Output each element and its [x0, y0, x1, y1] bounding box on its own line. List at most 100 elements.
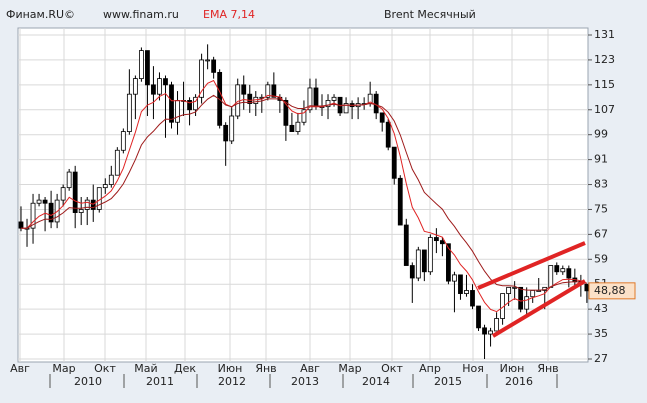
source: Финам.RU©	[6, 8, 75, 21]
candle-body	[265, 84, 271, 98]
year-label: 2010	[74, 375, 102, 388]
candle-body	[584, 283, 590, 292]
candle-body	[560, 268, 566, 273]
candle-body	[476, 305, 481, 329]
candle-body	[126, 93, 132, 132]
x-tick-label: Апр	[419, 362, 441, 375]
y-tick-label: 107	[594, 103, 615, 116]
y-tick-label: 131	[594, 28, 615, 41]
candle-body	[421, 249, 427, 273]
candle-body	[48, 202, 54, 223]
year-label: 2012	[218, 375, 246, 388]
candle-body	[536, 290, 542, 292]
candle-body	[464, 290, 469, 294]
candle-body	[84, 199, 90, 210]
candle-body	[199, 59, 205, 98]
candle-body	[157, 78, 162, 95]
candle-body	[138, 50, 144, 80]
candle-body	[193, 96, 198, 111]
x-tick-label: Июн	[218, 362, 243, 375]
x-tick-label: Май	[134, 362, 157, 375]
candle-body	[524, 296, 530, 310]
candle-body	[295, 121, 301, 132]
candle-body	[151, 84, 156, 95]
candle-body	[439, 240, 445, 245]
y-tick-label: 59	[594, 252, 608, 265]
candle-body	[235, 84, 241, 117]
candle-body	[72, 171, 78, 213]
candle-body	[223, 124, 229, 142]
candle-body	[120, 131, 126, 151]
candle-body	[566, 268, 572, 279]
candle-body	[66, 171, 72, 189]
candle-body	[331, 96, 337, 101]
x-tick-label: Июн	[500, 362, 525, 375]
candle-body	[494, 318, 499, 332]
x-tick-label: Авг	[10, 362, 30, 375]
x-tick-label: Мар	[338, 362, 361, 375]
y-tick-label: 27	[594, 352, 608, 365]
candle-body	[217, 71, 223, 126]
marks	[18, 44, 590, 359]
candle-body	[506, 286, 512, 294]
year-label: 2016	[505, 375, 533, 388]
x-tick-label: Янв	[537, 362, 558, 375]
indicator: EMA 7,14	[203, 8, 255, 21]
candle-body	[283, 100, 289, 126]
y-tick-label: 99	[594, 128, 608, 141]
candle-body	[548, 265, 554, 288]
candle-body	[554, 265, 560, 273]
candle-body	[518, 286, 524, 310]
last-price-label: 48,88	[594, 284, 626, 297]
x-tick-label: Дек	[174, 362, 196, 375]
candle-body	[343, 103, 349, 114]
candle-body	[211, 59, 217, 73]
candle-body	[301, 109, 307, 123]
candle-body	[307, 87, 313, 111]
trend-line	[477, 241, 586, 290]
candle-body	[403, 224, 409, 266]
x-tick-label: Окт	[94, 362, 116, 375]
year-label: 2015	[434, 375, 462, 388]
candle-body	[271, 84, 277, 98]
candle-body	[78, 209, 84, 213]
candle-body	[409, 265, 415, 279]
candle-body	[488, 330, 493, 335]
y-tick-label: 67	[594, 227, 608, 240]
candle-body	[114, 149, 120, 176]
x-tick-label: Ноя	[462, 362, 484, 375]
y-tick-label: 123	[594, 53, 615, 66]
candle-body	[385, 121, 391, 148]
site: www.finam.ru	[103, 8, 179, 21]
candle-body	[391, 146, 397, 179]
candle-body	[30, 202, 36, 229]
candle-body	[373, 93, 379, 114]
candle-body	[163, 78, 168, 86]
candle-body	[470, 290, 475, 307]
trend-line	[491, 279, 587, 338]
year-label: 2011	[146, 375, 174, 388]
candle-body	[433, 237, 439, 242]
y-tick-label: 115	[594, 78, 615, 91]
candle-body	[187, 100, 192, 111]
candle-body	[42, 199, 48, 204]
candle-body	[530, 290, 536, 298]
candle-body	[482, 327, 487, 335]
candle-body	[446, 243, 451, 282]
candle-body	[36, 199, 42, 204]
candle-body	[247, 93, 253, 104]
candle-body	[145, 50, 150, 86]
candle-body	[132, 78, 138, 95]
x-tick-label: Авг	[300, 362, 320, 375]
year-label: 2014	[362, 375, 390, 388]
candle-body	[169, 84, 174, 123]
y-tick-label: 83	[594, 178, 608, 191]
y-tick-label: 91	[594, 153, 608, 166]
plot-area	[17, 27, 589, 363]
candle-body	[379, 112, 385, 123]
candle-body	[427, 237, 433, 273]
candle-body	[96, 187, 102, 210]
x-tick-label: Окт	[381, 362, 403, 375]
